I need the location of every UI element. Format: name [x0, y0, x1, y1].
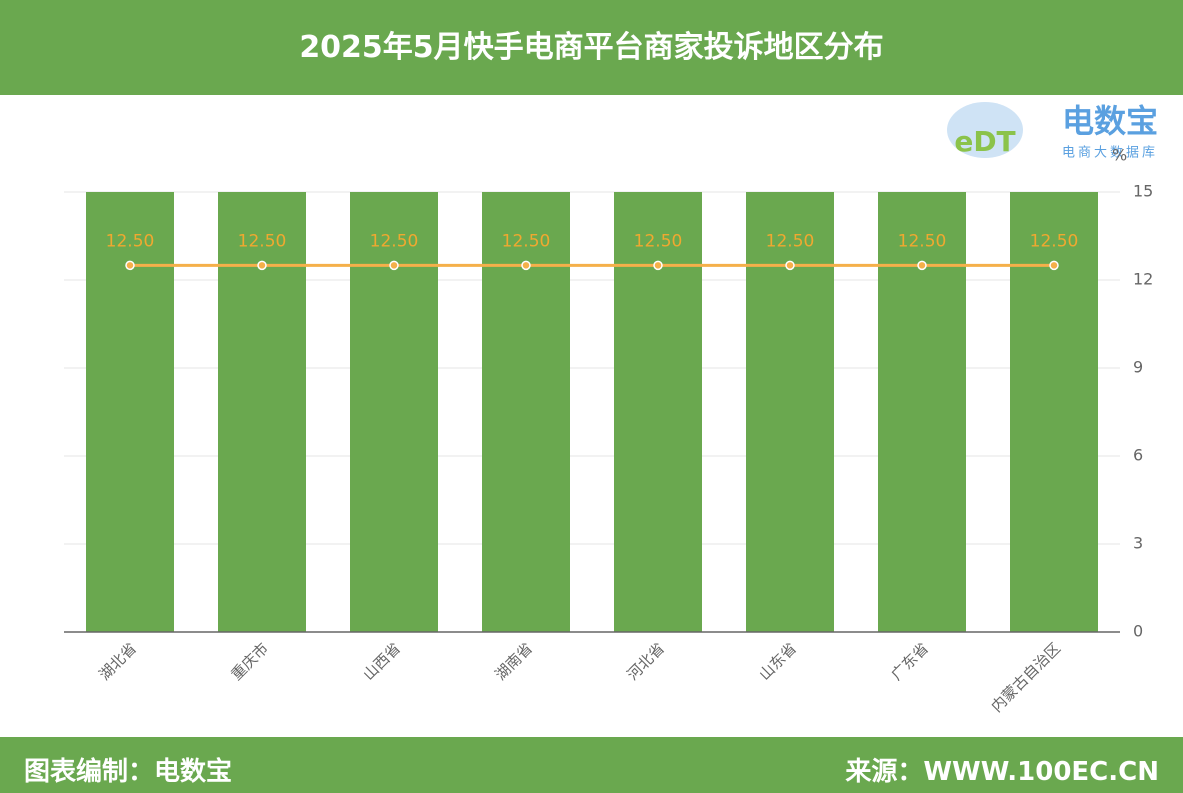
value-label: 12.50 [370, 231, 419, 251]
x-tick-label: 内蒙古自治区 [988, 639, 1064, 715]
chart: eDT 电数宝 电商大数据库 0 3 6 9 12 15% 12.50 12.50 12.50 1… [64, 102, 1158, 716]
value-label: 12.50 [502, 231, 551, 251]
bar [614, 192, 702, 632]
bar [746, 192, 834, 632]
y-tick-label: 0 [1133, 622, 1143, 641]
logo-subtext: 电商大数据库 [1062, 145, 1158, 161]
y-tick-label: 12 [1133, 270, 1153, 289]
logo-mark: eDT [954, 125, 1015, 158]
line-point [257, 260, 267, 271]
x-tick-label: 山东省 [755, 639, 800, 684]
x-tick-label: 河北省 [623, 639, 668, 684]
bar [482, 192, 570, 632]
x-tick-label: 湖北省 [95, 639, 140, 684]
y-tick-label: 6 [1133, 446, 1143, 465]
footer-right: 来源：WWW.100EC.CN [845, 757, 1159, 787]
line-point [1049, 260, 1059, 271]
line-point [521, 260, 531, 271]
footer: 图表编制：电数宝 来源：WWW.100EC.CN [0, 737, 1183, 793]
x-tick-label: 广东省 [887, 639, 932, 684]
line-point [785, 260, 795, 271]
y-tick-label: 9 [1133, 358, 1143, 377]
x-tick-label: 湖南省 [491, 639, 536, 684]
bar [878, 192, 966, 632]
bar [350, 192, 438, 632]
x-tick-label: 重庆市 [227, 639, 272, 684]
logo-text: 电数宝 [1062, 102, 1158, 140]
value-label: 12.50 [634, 231, 683, 251]
bar [1010, 192, 1098, 632]
line-point [917, 260, 927, 271]
bar [86, 192, 174, 632]
y-tick-label: 15 [1133, 182, 1153, 201]
value-label: 12.50 [106, 231, 155, 251]
value-label: 12.50 [766, 231, 815, 251]
title: 2025年5月快手电商平台商家投诉地区分布 [299, 30, 884, 65]
value-label: 12.50 [1030, 231, 1079, 251]
y-axis-label: % [1112, 146, 1127, 165]
header: 2025年5月快手电商平台商家投诉地区分布 [0, 0, 1183, 95]
x-tick-label: 山西省 [359, 639, 404, 684]
value-label: 12.50 [238, 231, 287, 251]
line-point [653, 260, 663, 271]
bar [218, 192, 306, 632]
value-label: 12.50 [898, 231, 947, 251]
line-point [125, 260, 135, 271]
line-point [389, 260, 399, 271]
footer-left: 图表编制：电数宝 [24, 757, 233, 787]
logo-cloud [947, 102, 1023, 158]
y-tick-label: 3 [1133, 534, 1143, 553]
